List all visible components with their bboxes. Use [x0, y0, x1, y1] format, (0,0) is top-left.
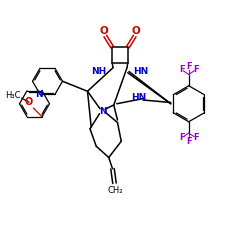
- Text: HN: HN: [131, 92, 146, 102]
- Text: F: F: [193, 65, 198, 74]
- Text: F: F: [186, 62, 192, 71]
- Text: N: N: [35, 90, 42, 99]
- Text: CH₂: CH₂: [107, 186, 123, 195]
- Text: NH: NH: [91, 67, 106, 76]
- Text: F: F: [180, 65, 185, 74]
- Text: F: F: [193, 134, 198, 142]
- Text: H₃C: H₃C: [6, 91, 21, 100]
- Text: N: N: [99, 107, 106, 116]
- Text: F: F: [180, 134, 185, 142]
- Text: O: O: [132, 26, 140, 36]
- Text: O: O: [100, 26, 108, 36]
- Text: O: O: [25, 97, 33, 107]
- Text: F: F: [186, 137, 192, 146]
- Text: HN: HN: [134, 67, 149, 76]
